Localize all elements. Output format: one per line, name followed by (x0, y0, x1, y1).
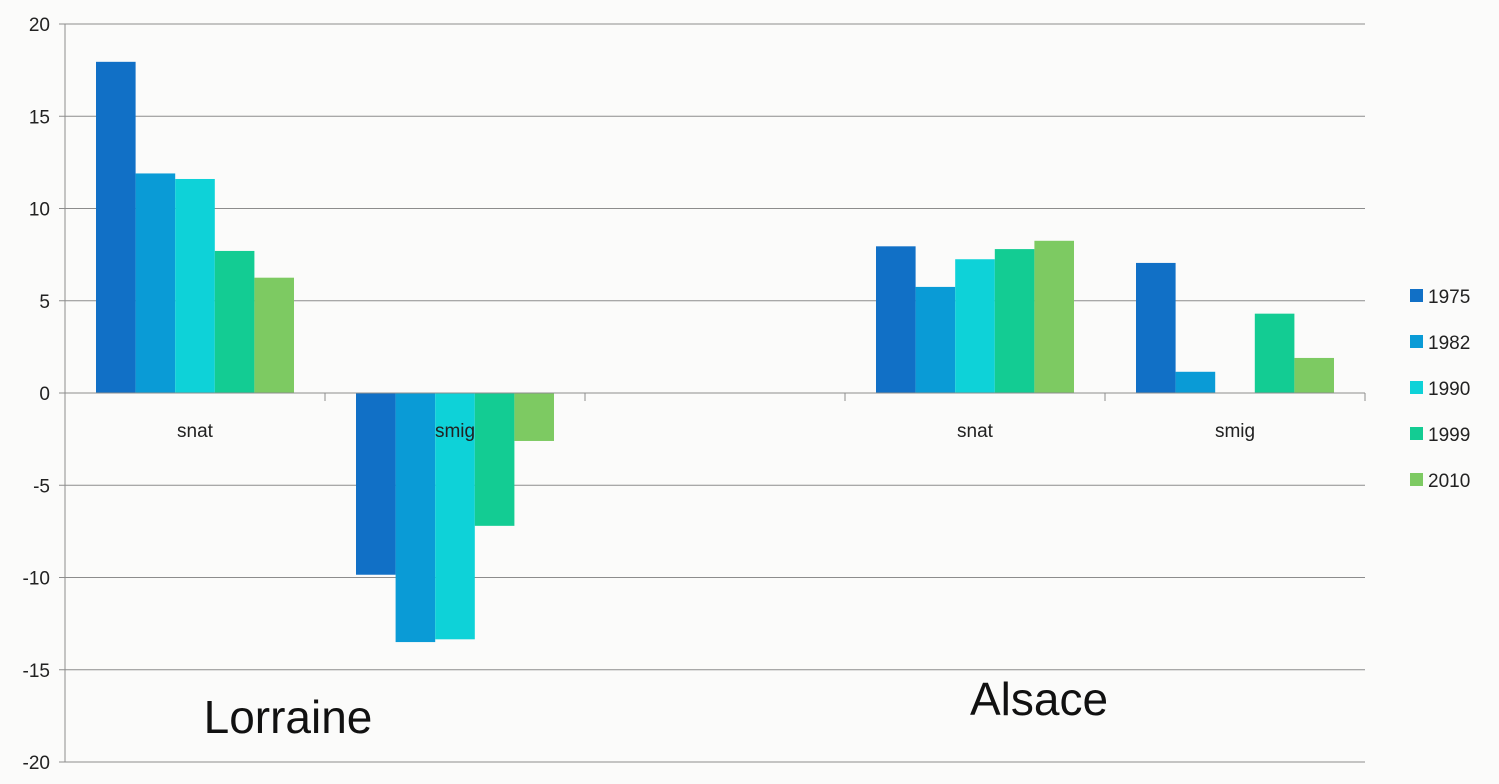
legend-label: 2010 (1428, 471, 1470, 492)
bar (876, 246, 916, 393)
legend-label: 1999 (1428, 425, 1470, 446)
y-tick-label: 15 (29, 107, 50, 128)
bar (474, 393, 515, 526)
bar (395, 393, 436, 643)
legend-label: 1975 (1428, 287, 1470, 308)
bar (994, 249, 1035, 393)
bar (175, 178, 215, 393)
bar (514, 393, 554, 441)
bar (254, 277, 294, 393)
y-tick-label: 0 (39, 384, 50, 405)
bar (435, 393, 475, 640)
bar (356, 393, 396, 575)
y-tick-label: -20 (23, 753, 50, 774)
legend-swatch (1410, 335, 1423, 348)
category-label: smig (1215, 421, 1255, 442)
legend-label: 1982 (1428, 333, 1470, 354)
bar (1294, 357, 1334, 393)
y-tick-label: -15 (23, 661, 50, 682)
legend: 1975 1982 1990 1999 2010 (1410, 287, 1470, 492)
bar (214, 250, 255, 393)
y-tick-label: -5 (33, 476, 50, 497)
legend-swatch (1410, 473, 1423, 486)
y-tick-label: 10 (29, 200, 50, 221)
bar (915, 286, 956, 393)
bar (1175, 371, 1216, 393)
y-tick-label: 5 (39, 292, 50, 313)
bar (1136, 262, 1176, 393)
bar (955, 259, 995, 393)
axes: 20 15 10 5 0 -5 -10 -15 -20 (23, 15, 1366, 774)
legend-label: 1990 (1428, 379, 1470, 400)
bar (96, 61, 136, 393)
bar (135, 173, 176, 393)
legend-swatch (1410, 427, 1423, 440)
category-labels: snat smig snat smig Lorraine Alsace (177, 421, 1255, 743)
category-label: snat (177, 421, 214, 442)
bars (96, 61, 1334, 643)
y-tick-label: 20 (29, 15, 50, 36)
category-label: smig (435, 421, 475, 442)
group-label: Alsace (970, 673, 1108, 725)
group-label: Lorraine (204, 691, 373, 743)
y-tick-label: -10 (23, 569, 50, 590)
bar (1254, 313, 1295, 393)
legend-swatch (1410, 381, 1423, 394)
bar (1034, 240, 1074, 393)
legend-swatch (1410, 289, 1423, 302)
category-label: snat (957, 421, 994, 442)
